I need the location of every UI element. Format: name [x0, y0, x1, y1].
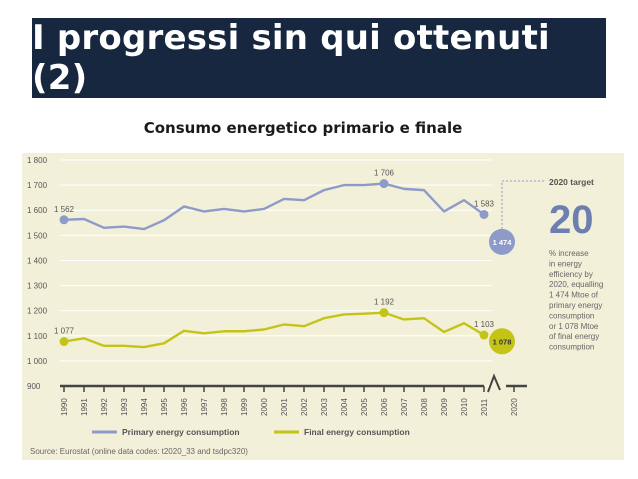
annotation-line: of final energy [549, 332, 599, 341]
target-label: 1 078 [493, 337, 512, 346]
data-point [59, 215, 69, 225]
target-marker-primary [489, 228, 515, 255]
annotation-number: 20 [549, 198, 594, 242]
x-tick-label: 1993 [120, 398, 129, 416]
y-tick-label: 1 000 [27, 357, 48, 366]
y-tick-label: 1 200 [27, 307, 48, 316]
chart-source: Source: Eurostat (online data codes: t20… [30, 447, 248, 456]
annotation-line: consumption [549, 343, 594, 352]
data-point [379, 179, 389, 189]
target-bracket [501, 180, 545, 229]
data-point [379, 308, 389, 318]
chart-panel: 900 1 000 1 100 1 200 1 300 1 400 1 500 1 600 1 … [22, 153, 624, 460]
chart-subtitle: Consumo energetico primario e finale [143, 119, 463, 137]
x-tick-label: 2020 [510, 398, 519, 416]
x-tick-label: 1999 [240, 398, 249, 416]
annotation-line: 1 474 Mtoe of [549, 291, 599, 300]
annotation-line: primary energy [549, 301, 602, 310]
slide-title: I progressi sin qui ottenuti (2) [32, 18, 550, 98]
x-tick-label: 2007 [400, 398, 409, 416]
data-label: 1 192 [374, 298, 395, 307]
x-tick-label: 1997 [200, 398, 209, 416]
y-tick-label: 1 800 [27, 156, 48, 165]
y-tick-label: 1 400 [27, 256, 48, 265]
data-label: 1 103 [474, 320, 495, 329]
y-tick-label: 1 700 [27, 181, 48, 190]
x-tick-label: 1996 [180, 398, 189, 416]
title-bar: I progressi sin qui ottenuti (2) [32, 18, 606, 98]
y-tick-label: 1 300 [27, 282, 48, 291]
legend-label-primary: Primary energy consumption [122, 427, 240, 437]
x-tick-label: 2009 [440, 398, 449, 416]
x-tick-label: 2003 [320, 398, 329, 416]
y-tick-label: 1 600 [27, 206, 48, 215]
x-tick-label: 2010 [460, 398, 469, 416]
data-label: 1 562 [54, 205, 75, 214]
annotation-line: consumption [549, 311, 594, 320]
x-tick-label: 2005 [360, 398, 369, 416]
annotation-line: in energy [549, 259, 582, 268]
energy-chart: 900 1 000 1 100 1 200 1 300 1 400 1 500 1 600 1 … [27, 156, 603, 456]
series-line-final [63, 311, 485, 349]
annotation-line: 2020, equalling [549, 280, 603, 289]
data-label: 1 077 [54, 327, 75, 336]
series-line-primary [63, 182, 485, 231]
y-tick-label: 1 100 [27, 332, 48, 341]
x-tick-label: 1990 [60, 398, 69, 416]
annotation-heading: 2020 target [549, 177, 594, 187]
data-point [479, 330, 489, 340]
x-tick-label: 2001 [280, 398, 289, 416]
data-label: 1 706 [374, 169, 395, 178]
target-label: 1 474 [493, 238, 513, 247]
x-tick-label: 2006 [380, 398, 389, 416]
x-tick-label: 2002 [300, 398, 309, 416]
x-tick-label: 2004 [340, 398, 349, 416]
data-point [59, 337, 69, 347]
annotation-line: % increase [549, 249, 589, 258]
x-tick-label: 1992 [100, 398, 109, 416]
target-marker-final [489, 328, 515, 355]
x-tick-label: 1991 [80, 398, 89, 416]
y-tick-label: 1 500 [27, 231, 48, 240]
x-tick-label: 2000 [260, 398, 269, 416]
x-tick-label: 1998 [220, 398, 229, 416]
data-label: 1 583 [474, 199, 495, 208]
axis-break [487, 373, 501, 393]
x-tick-label: 1994 [140, 398, 149, 416]
annotation-line: or 1 078 Mtoe [549, 322, 599, 331]
data-point [479, 209, 489, 219]
y-tick-label: 900 [27, 382, 41, 391]
x-tick-label: 1995 [160, 398, 169, 416]
x-tick-label: 2011 [480, 398, 489, 416]
annotation-line: efficiency by [549, 270, 593, 279]
x-tick-label: 2008 [420, 398, 429, 416]
legend-label-final: Final energy consumption [304, 427, 410, 437]
